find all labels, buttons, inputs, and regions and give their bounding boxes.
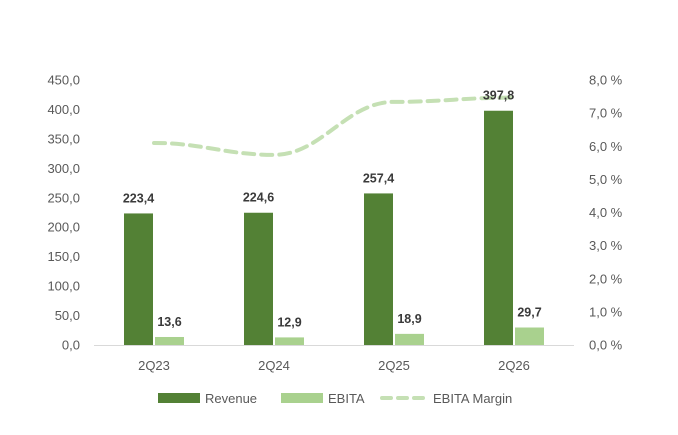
revenue-data-label: 397,8 [483, 89, 514, 103]
right-axis-tick-label: 0,0 % [589, 338, 623, 353]
x-axis-tick-label: 2Q24 [258, 358, 290, 373]
legend-label-ebita: EBITA [328, 391, 365, 406]
left-axis-tick-label: 100,0 [47, 279, 80, 294]
x-axis: 2Q23 2Q24 2Q25 2Q26 [138, 358, 530, 373]
right-axis-tick-label: 7,0 % [589, 106, 623, 121]
left-axis-tick-label: 400,0 [47, 102, 80, 117]
left-axis-tick-label: 200,0 [47, 220, 80, 235]
left-axis-tick-label: 250,0 [47, 190, 80, 205]
right-axis-tick-label: 5,0 % [589, 172, 623, 187]
right-axis-tick-label: 4,0 % [589, 205, 623, 220]
revenue-bar [244, 212, 273, 345]
right-axis: 0,0 % 1,0 % 2,0 % 3,0 % 4,0 % 5,0 % 6,0 % 7,0 %… [589, 73, 623, 353]
revenue-data-label: 223,4 [123, 191, 154, 205]
left-axis-tick-label: 150,0 [47, 249, 80, 264]
ebita-margin-line [152, 95, 516, 157]
legend-label-ebita-margin: EBITA Margin [433, 391, 512, 406]
left-axis-tick-label: 50,0 [55, 308, 80, 323]
revenue-bar [124, 213, 153, 345]
right-axis-tick-label: 8,0 % [589, 73, 623, 88]
left-axis-tick-label: 350,0 [47, 131, 80, 146]
left-axis: 0,0 50,0 100,0 150,0 200,0 250,0 300,0 350,0 400… [47, 73, 80, 353]
ebita-data-label: 12,9 [277, 315, 301, 329]
legend-swatch-ebita [281, 393, 323, 403]
ebita-bar [155, 336, 184, 345]
ebita-bar [395, 333, 424, 345]
right-axis-tick-label: 6,0 % [589, 139, 623, 154]
ebita-data-label: 29,7 [517, 306, 541, 320]
ebita-bar [515, 327, 544, 345]
revenue-bar [484, 110, 513, 346]
ebita-bar [275, 337, 304, 345]
bar-series [124, 110, 544, 346]
right-axis-tick-label: 2,0 % [589, 271, 623, 286]
left-axis-tick-label: 300,0 [47, 161, 80, 176]
left-axis-tick-label: 450,0 [47, 73, 80, 88]
legend: Revenue EBITA EBITA Margin [158, 391, 512, 406]
x-axis-tick-label: 2Q23 [138, 358, 170, 373]
revenue-bar [364, 193, 393, 345]
ebita-data-label: 13,6 [157, 315, 181, 329]
right-axis-tick-label: 3,0 % [589, 238, 623, 253]
left-axis-tick-label: 0,0 [62, 338, 80, 353]
x-axis-tick-label: 2Q25 [378, 358, 410, 373]
ebita-data-label: 18,9 [397, 312, 421, 326]
x-axis-tick-label: 2Q26 [498, 358, 530, 373]
legend-label-revenue: Revenue [205, 391, 257, 406]
legend-swatch-revenue [158, 393, 200, 403]
revenue-data-label: 224,6 [243, 191, 274, 205]
revenue-data-label: 257,4 [363, 171, 394, 185]
data-labels: 223,4 13,6 224,6 12,9 257,4 18,9 397,8 29,7 [123, 89, 542, 330]
line-series [152, 95, 516, 157]
right-axis-tick-label: 1,0 % [589, 304, 623, 319]
